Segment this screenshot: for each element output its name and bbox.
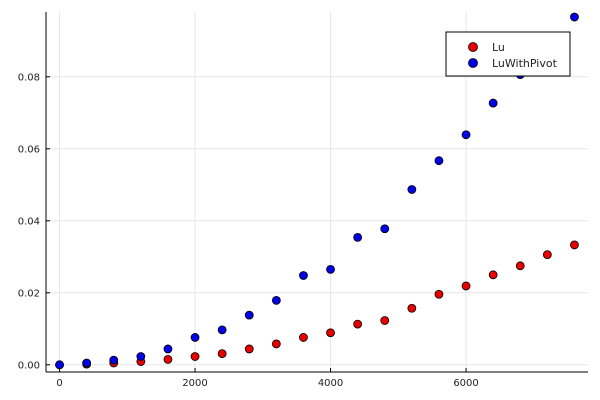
point-lu xyxy=(299,333,308,342)
point-lu xyxy=(515,261,525,271)
point-lu xyxy=(461,281,471,291)
axes-layer: 0 2000 4000 6000 0.00 0.02 0.04 0.06 0.08 xyxy=(18,12,588,389)
legend-box xyxy=(445,31,571,77)
y-tick-label: 0.02 xyxy=(18,288,40,299)
point-luwithpivot xyxy=(570,12,579,22)
point-luwithpivot xyxy=(434,156,444,166)
point-luwithpivot xyxy=(109,355,119,365)
point-luwithpivot xyxy=(299,271,308,280)
point-lu xyxy=(570,240,579,250)
legend-label-luwithpivot: LuWithPivot xyxy=(492,57,558,70)
point-luwithpivot xyxy=(380,224,390,234)
point-lu xyxy=(217,349,227,359)
point-lu xyxy=(163,354,173,364)
point-luwithpivot xyxy=(488,98,498,108)
x-tick-label: 2000 xyxy=(182,378,207,389)
point-lu xyxy=(407,303,417,313)
point-luwithpivot xyxy=(163,344,173,354)
point-luwithpivot xyxy=(190,333,200,342)
point-luwithpivot xyxy=(55,360,64,370)
y-tick-label: 0.00 xyxy=(18,360,40,371)
y-tick-label: 0.08 xyxy=(18,72,40,83)
point-luwithpivot xyxy=(244,310,254,320)
point-lu xyxy=(380,316,390,325)
point-lu xyxy=(542,250,552,260)
point-lu xyxy=(434,289,444,299)
point-luwithpivot xyxy=(217,325,227,335)
y-tick-label: 0.04 xyxy=(18,216,40,227)
point-lu xyxy=(271,339,281,349)
legend-marker-luwithpivot xyxy=(468,58,478,68)
point-luwithpivot xyxy=(353,232,363,242)
x-tick-label: 0 xyxy=(56,378,62,389)
point-luwithpivot xyxy=(136,352,146,361)
point-luwithpivot xyxy=(271,295,281,305)
point-lu xyxy=(190,352,200,361)
point-luwithpivot xyxy=(461,130,471,140)
point-luwithpivot xyxy=(82,358,92,368)
x-tick-label: 6000 xyxy=(453,378,478,389)
point-lu xyxy=(488,270,498,280)
points-layer xyxy=(55,12,579,370)
legend-marker-lu xyxy=(468,42,478,52)
grid-layer xyxy=(46,12,588,372)
x-tick-label: 4000 xyxy=(318,378,343,389)
point-luwithpivot xyxy=(407,185,417,194)
legend-label-lu: Lu xyxy=(492,41,505,54)
legend: Lu LuWithPivot xyxy=(445,31,571,77)
point-lu xyxy=(244,344,254,354)
point-luwithpivot xyxy=(326,264,335,274)
point-lu xyxy=(326,328,335,338)
point-lu xyxy=(353,319,363,329)
y-tick-label: 0.06 xyxy=(18,144,40,155)
